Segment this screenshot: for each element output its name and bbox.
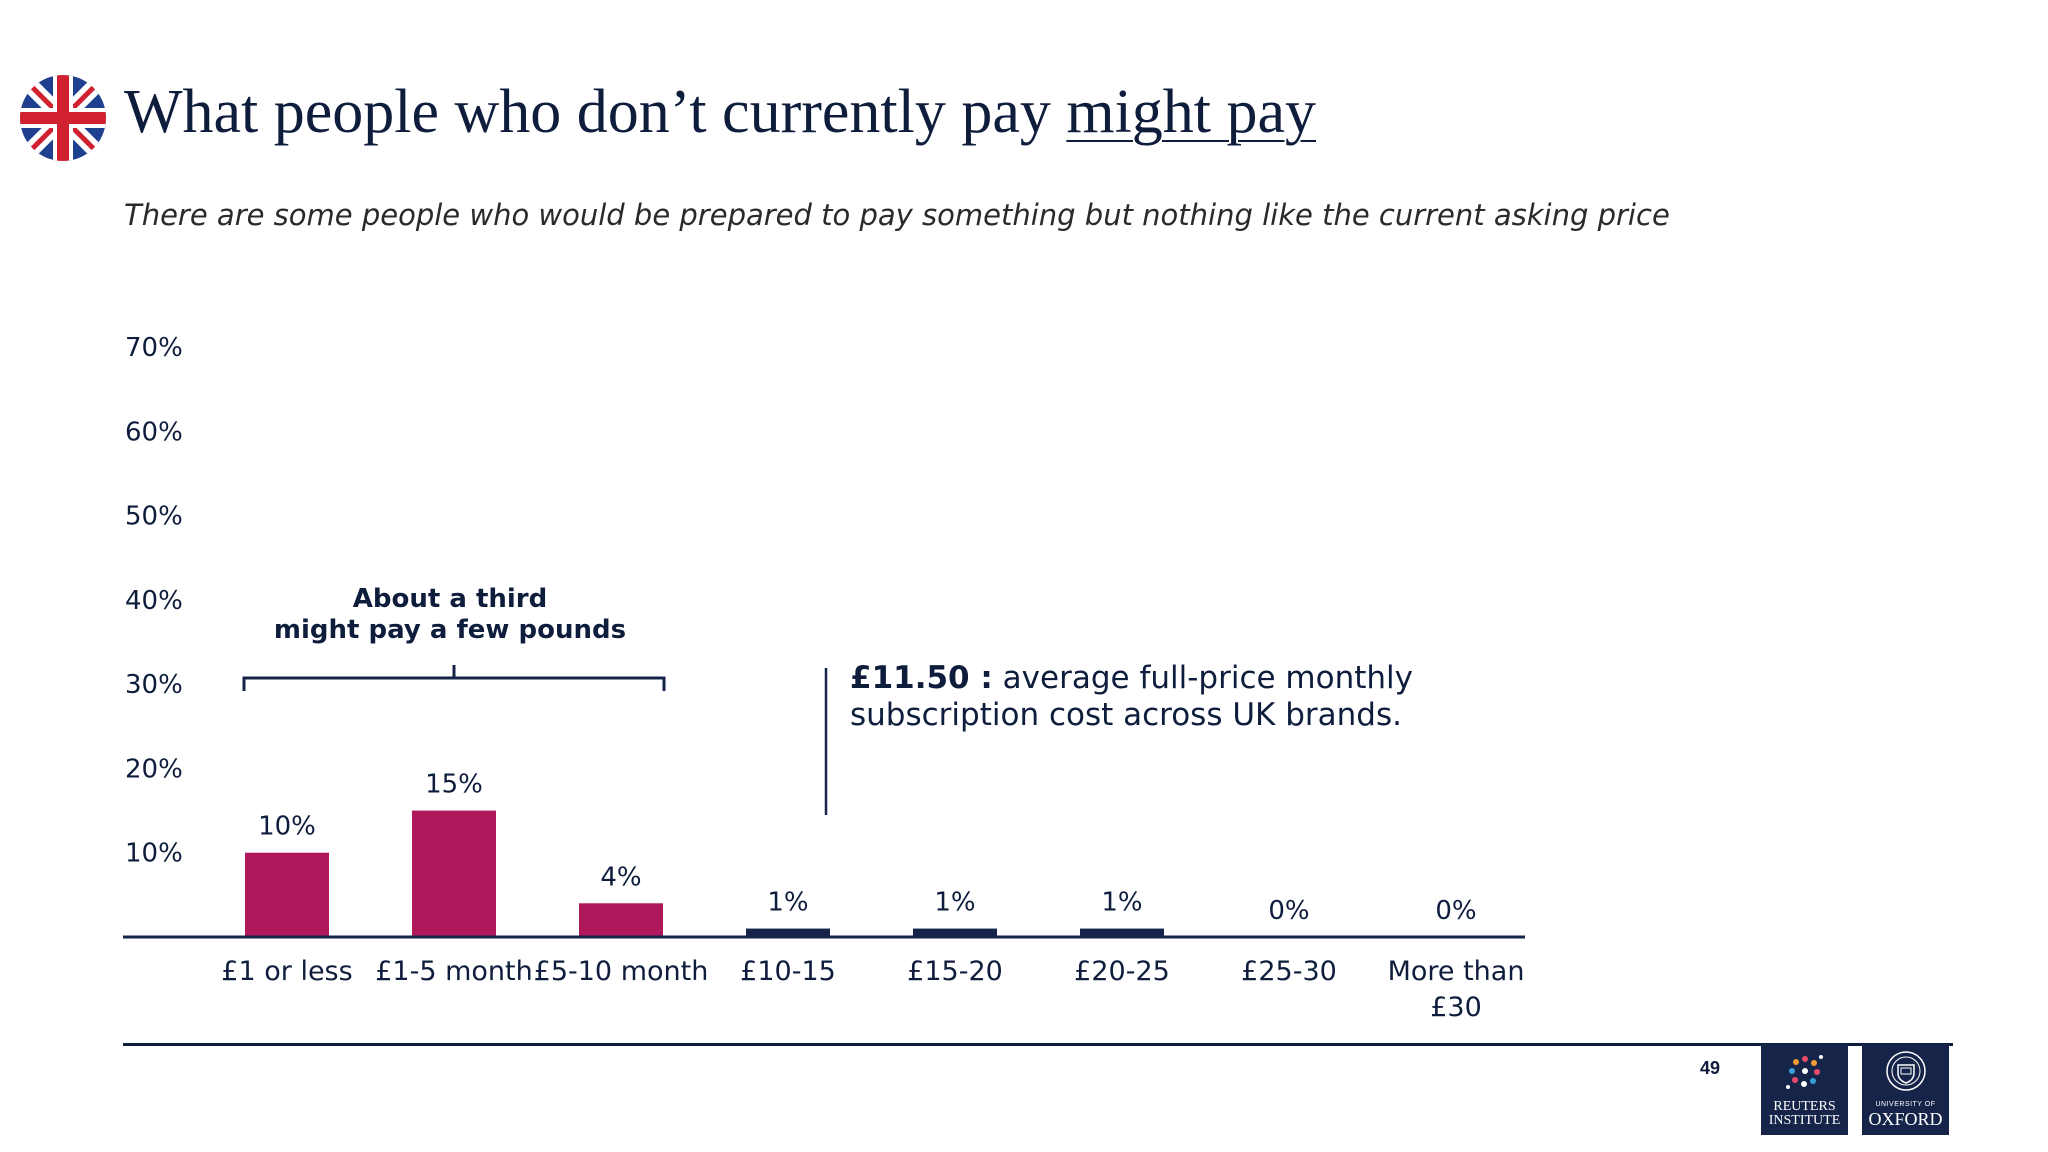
bar-value-label: 1% [767, 888, 808, 918]
x-tick-label: £1-5 month [375, 956, 533, 987]
callout-text-line2: subscription cost across UK brands. [850, 697, 1402, 733]
title-emphasis: might pay [1066, 78, 1317, 146]
bar [746, 928, 830, 937]
bar-value-label: 10% [258, 812, 316, 842]
bar [412, 810, 496, 937]
reuters-institute-logo: REUTERS INSTITUTE [1761, 1044, 1848, 1135]
logo-left-line2: INSTITUTE [1768, 1113, 1841, 1128]
x-tick-label: £1 or less [221, 956, 352, 987]
bar-value-label: 0% [1435, 896, 1476, 926]
logo-right-line2: OXFORD [1868, 1109, 1943, 1129]
x-tick-label: £15-20 [907, 956, 1003, 987]
title-main: What people who don’t currently pay [124, 78, 1067, 146]
bracket-annotation: About a third might pay a few pounds [250, 584, 650, 646]
x-tick-label: £20-25 [1074, 956, 1170, 987]
bracket-annotation-line1: About a third [352, 584, 548, 614]
uk-flag-icon [20, 75, 106, 161]
callout-text-line1: average full-price monthly [992, 660, 1413, 696]
logo-right-line1: UNIVERSITY OF [1875, 1101, 1936, 1108]
bar-value-label: 1% [1101, 888, 1142, 918]
y-tick-label: 30% [125, 670, 183, 700]
oxford-crest-icon [1886, 1051, 1926, 1091]
average-price-callout: £11.50 : average full-price monthly subs… [850, 660, 1413, 734]
x-tick-label: £25-30 [1241, 956, 1337, 987]
bar [1080, 928, 1164, 937]
x-tick-label: £10-15 [740, 956, 836, 987]
university-of-oxford-logo: UNIVERSITY OF OXFORD [1862, 1044, 1949, 1135]
y-tick-label: 70% [125, 333, 183, 363]
y-tick-label: 10% [125, 839, 183, 869]
bar-value-label: 15% [425, 770, 483, 800]
y-tick-label: 50% [125, 502, 183, 532]
bar [579, 903, 663, 937]
page-title: What people who don’t currently pay migh… [124, 78, 1316, 146]
y-tick-label: 20% [125, 754, 183, 784]
page-subtitle: There are some people who would be prepa… [124, 198, 1670, 232]
bar [245, 852, 329, 937]
bracket-annotation-line2: might pay a few pounds [273, 615, 627, 645]
bar [913, 928, 997, 937]
y-tick-label: 60% [125, 417, 183, 447]
bar-value-label: 4% [600, 862, 641, 892]
callout-value: £11.50 : [850, 660, 993, 696]
x-tick-label: £5-10 month [534, 956, 709, 987]
x-tick-label: £30 [1430, 992, 1482, 1023]
bracket-line [242, 665, 666, 691]
x-tick-label: More than [1388, 956, 1525, 987]
footer-divider [123, 1043, 1953, 1046]
y-tick-label: 40% [125, 586, 183, 616]
bar-value-label: 0% [1268, 896, 1309, 926]
reuters-dots-icon [1786, 1055, 1823, 1089]
page-number: 49 [1700, 1058, 1721, 1078]
logo-left-line1: REUTERS [1773, 1099, 1836, 1114]
bar-value-label: 1% [934, 888, 975, 918]
